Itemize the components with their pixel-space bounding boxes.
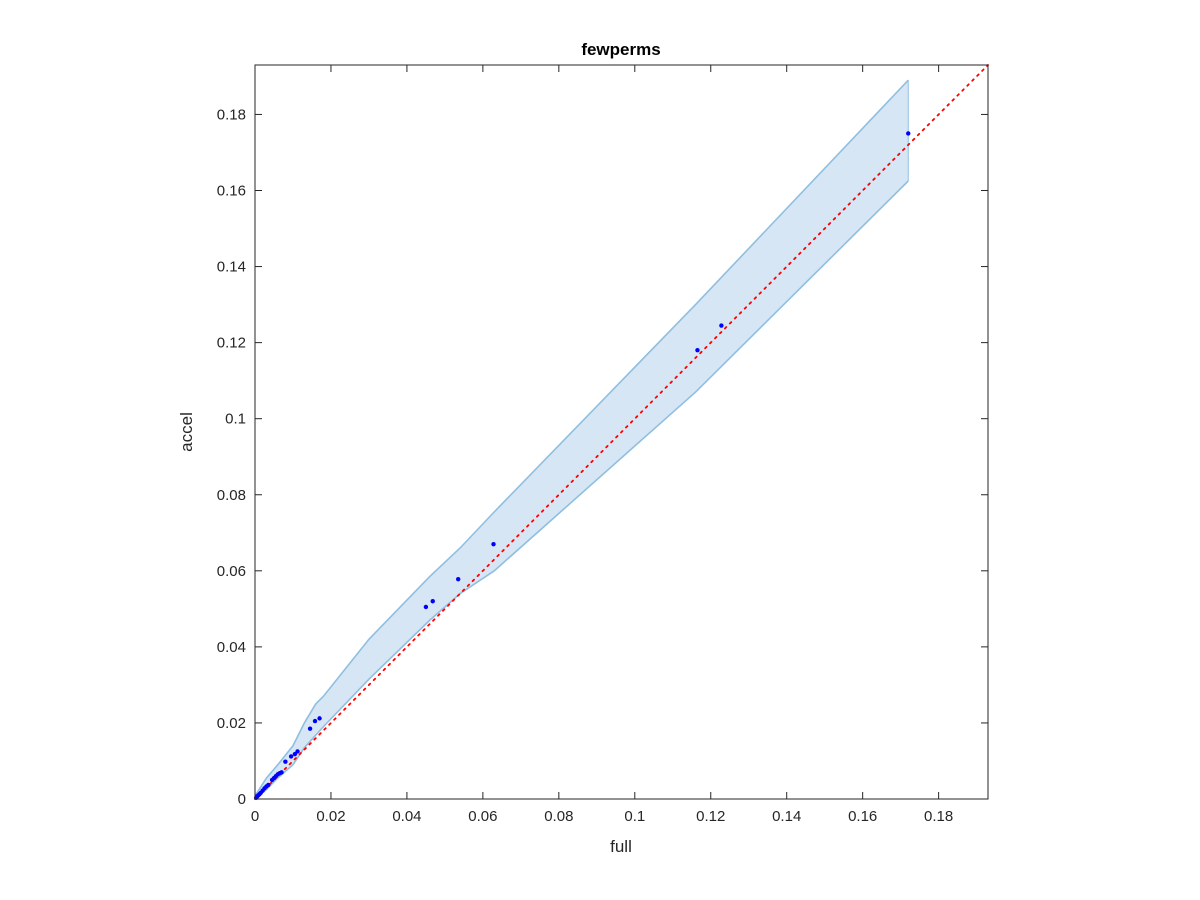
data-point: [283, 759, 288, 764]
x-tick-label: 0.18: [924, 808, 953, 825]
reference-line-group: [254, 64, 989, 800]
band-lower-edge: [254, 180, 909, 800]
y-tick-label: 0.12: [217, 335, 246, 352]
confidence-band: [254, 79, 909, 800]
data-point: [423, 604, 429, 610]
y-tick-label: 0.14: [217, 259, 246, 276]
x-tick-label: 0.04: [392, 808, 421, 825]
data-point: [279, 770, 284, 775]
y-tick-label: 0.02: [217, 715, 246, 732]
data-point: [906, 131, 911, 136]
data-point: [307, 726, 313, 731]
y-tick-label: 0: [238, 791, 246, 808]
data-points: [253, 131, 911, 801]
y-axis-ticks: 0 0.02 0.04 0.06 0.08 0.1 0.12 0.14 0.16 0.18: [217, 106, 988, 808]
data-point: [266, 782, 271, 788]
y-tick-label: 0.18: [217, 106, 246, 123]
data-point: [292, 751, 298, 757]
x-axis-ticks: 0 0.02 0.04 0.06 0.08 0.1 0.12 0.14 0.16 0.18: [251, 65, 953, 825]
y-tick-label: 0.1: [225, 411, 246, 428]
x-tick-label: 0.1: [624, 808, 645, 825]
y-axis-label: accel: [177, 412, 196, 452]
data-point: [719, 323, 724, 328]
data-point: [288, 754, 294, 759]
x-tick-label: 0.08: [544, 808, 573, 825]
data-point: [695, 348, 700, 353]
data-point: [312, 718, 318, 724]
y-tick-label: 0.08: [217, 487, 246, 504]
chart-title: fewperms: [581, 40, 660, 59]
y-tick-label: 0.06: [217, 563, 246, 580]
data-point: [295, 749, 300, 754]
x-tick-label: 0.02: [316, 808, 345, 825]
band-fill: [255, 80, 909, 800]
x-tick-label: 0.14: [772, 808, 801, 825]
x-tick-label: 0.06: [468, 808, 497, 825]
data-point: [317, 716, 322, 721]
axes-box: [254, 64, 989, 800]
data-point: [491, 541, 496, 547]
y-tick-label: 0.16: [217, 183, 246, 200]
data-point: [430, 599, 435, 604]
data-point: [455, 576, 461, 582]
y-tick-label: 0.04: [217, 639, 246, 656]
band-upper-edge: [254, 79, 909, 797]
x-tick-label: 0.16: [848, 808, 877, 825]
x-tick-label: 0: [251, 808, 259, 825]
x-tick-label: 0.12: [696, 808, 725, 825]
reference-line: [254, 64, 989, 800]
x-axis-label: full: [610, 837, 632, 856]
